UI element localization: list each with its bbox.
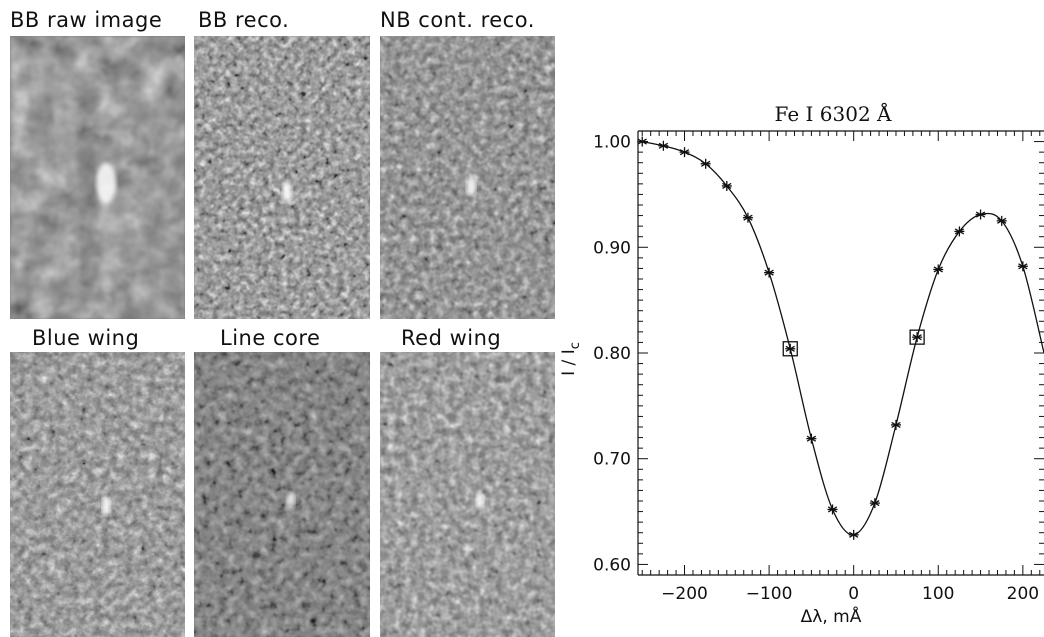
- highlight-square-marker: [782, 341, 798, 357]
- data-point-marker: [721, 180, 732, 191]
- data-point-marker: [912, 332, 923, 343]
- chart-title: Fe I 6302 Å: [775, 101, 892, 126]
- data-point-marker: [742, 212, 753, 223]
- bb-reco-panel: [194, 36, 370, 319]
- data-point-marker: [933, 264, 944, 275]
- data-point-marker: [679, 147, 690, 158]
- line-core-panel: [194, 352, 370, 637]
- nb-cont-reco-panel-title: NB cont. reco.: [380, 8, 535, 32]
- highlight-square-marker: [909, 329, 925, 345]
- y-axis-label: I / Ic: [560, 342, 583, 376]
- blue-wing-panel-title: Blue wing: [32, 326, 140, 350]
- data-point-marker: [827, 504, 838, 515]
- bb-raw-image-panel-title: BB raw image: [10, 8, 163, 32]
- x-tick-label: 200: [1007, 584, 1039, 604]
- data-point-marker: [637, 136, 648, 147]
- data-point-marker: [954, 226, 965, 237]
- red-wing-panel: [380, 352, 555, 637]
- profile-curve: [642, 140, 1044, 536]
- y-tick-label: 0.70: [593, 450, 631, 470]
- data-point-marker: [1017, 261, 1028, 272]
- x-tick-label: 0: [848, 584, 859, 604]
- data-point-marker: [785, 343, 796, 354]
- y-tick-label: 0.80: [593, 344, 631, 364]
- line-core-panel-title: Line core: [220, 326, 321, 350]
- data-point-marker: [890, 419, 901, 430]
- y-tick-label: 0.90: [593, 238, 631, 258]
- x-tick-label: −100: [746, 584, 793, 604]
- data-point-marker: [848, 529, 859, 540]
- x-axis-label: Δλ, mÅ: [801, 605, 862, 627]
- red-wing-panel-title: Red wing: [401, 326, 502, 350]
- x-tick-label: −200: [661, 584, 708, 604]
- line-profile-chart: Fe I 6302 Å −200 −100 0 100 200 0.60 0.70 0.80 0.…: [560, 101, 1044, 627]
- data-point-marker: [996, 215, 1007, 226]
- data-point-marker: [700, 158, 711, 169]
- data-point-marker: [658, 140, 669, 151]
- y-tick-label: 1.00: [593, 133, 631, 153]
- x-tick-label: 100: [922, 584, 954, 604]
- data-point-marker: [806, 433, 817, 444]
- bb-reco-panel-title: BB reco.: [198, 8, 290, 32]
- data-point-marker: [764, 267, 775, 278]
- y-tick-label: 0.60: [593, 555, 631, 575]
- data-point-marker: [975, 209, 986, 220]
- y-axis-label-subscript: c: [568, 342, 583, 349]
- nb-cont-reco-panel: [380, 36, 555, 319]
- bb-raw-image-panel: [10, 36, 185, 319]
- data-point-marker: [869, 498, 880, 509]
- blue-wing-panel: [10, 352, 185, 637]
